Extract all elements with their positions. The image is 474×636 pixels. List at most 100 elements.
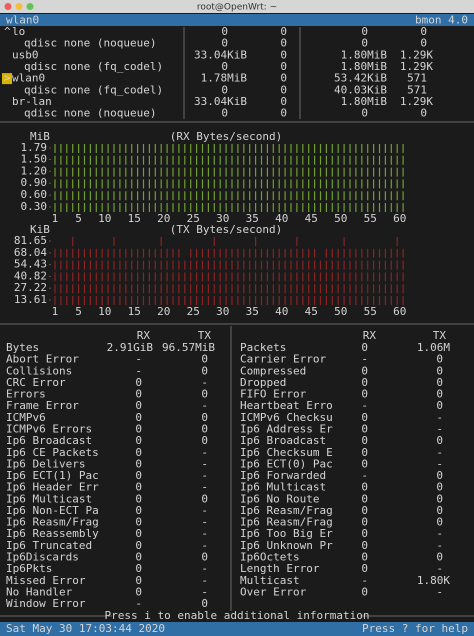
stat-label: Ip6 Reasm/Frag xyxy=(240,504,333,517)
stat-tx: 0 xyxy=(436,353,443,366)
x-tick-label: 15 xyxy=(128,305,141,318)
stat-tx: - xyxy=(201,574,208,587)
interface-name: qdisc none (noqueue) xyxy=(24,37,156,50)
rx-packets: 0 xyxy=(280,25,287,38)
stat-tx: 0 xyxy=(436,551,443,564)
stat-rx: 0 xyxy=(361,539,368,552)
stat-label: Ip6 Truncated xyxy=(6,539,92,552)
interface-name: br-lan xyxy=(12,95,52,108)
stat-rx: 2.91GiB xyxy=(107,341,154,354)
stat-tx: - xyxy=(201,562,208,575)
stat-label: FIFO Error xyxy=(240,388,307,401)
x-tick-label: 25 xyxy=(187,305,200,318)
rx-packets: 0 xyxy=(280,83,287,96)
stat-rx: - xyxy=(135,364,142,377)
column-header: RX xyxy=(363,329,377,342)
y-tick-label: 81.65 xyxy=(14,234,47,247)
stat-label: Carrier Error xyxy=(240,353,326,366)
selection-marker-bg xyxy=(2,73,12,85)
stat-rx: 0 xyxy=(361,388,368,401)
y-tick-label: 68.04 xyxy=(14,246,47,259)
stat-rx: 0 xyxy=(135,457,142,470)
x-tick-label: 30 xyxy=(216,212,229,225)
tx-packets: 571 xyxy=(407,83,427,96)
y-tick-label: 0.60 xyxy=(21,188,48,201)
stat-tx: 0 xyxy=(436,364,443,377)
close-button[interactable] xyxy=(4,3,12,10)
stat-tx: - xyxy=(201,516,208,529)
stat-rx: 0 xyxy=(135,388,142,401)
stat-rx: 0 xyxy=(135,492,142,505)
y-tick-label: 1.20 xyxy=(21,164,48,177)
zoom-button[interactable] xyxy=(26,3,34,10)
stat-rx: 0 xyxy=(361,504,368,517)
stat-label: Over Error xyxy=(240,585,307,598)
stat-rx: 0 xyxy=(361,364,368,377)
header-interface: wlan0 xyxy=(6,14,39,27)
x-tick-label: 25 xyxy=(187,212,200,225)
stat-label: No Handler xyxy=(6,585,73,598)
stat-label: Ip6 Broadcast xyxy=(6,434,92,447)
stat-label: Length Error xyxy=(240,562,320,575)
stat-rx: 0 xyxy=(135,562,142,575)
x-tick-label: 5 xyxy=(75,305,82,318)
stat-rx: - xyxy=(135,353,142,366)
stat-label: Ip6 Reassembly xyxy=(6,527,99,540)
tx-bytes: 0 xyxy=(361,107,368,120)
rx-bytes: 0 xyxy=(221,107,228,120)
row-marker: > xyxy=(4,72,11,85)
stat-label: Abort Error xyxy=(6,353,79,366)
footer-bar xyxy=(0,622,474,636)
stat-rx: 0 xyxy=(361,411,368,424)
stat-label: Ip6Discards xyxy=(6,551,79,564)
y-tick-label: 0.30 xyxy=(21,200,48,213)
stat-label: Ip6 Non-ECT Pa xyxy=(6,504,99,517)
rx-bytes: 0 xyxy=(221,60,228,73)
stat-rx: - xyxy=(361,353,368,366)
stat-rx: 0 xyxy=(135,504,142,517)
stat-rx: - xyxy=(361,574,368,587)
stat-label: ICMPv6 xyxy=(6,411,46,424)
stat-rx: 0 xyxy=(361,527,368,540)
stat-rx: - xyxy=(361,469,368,482)
stat-label: Errors xyxy=(6,388,46,401)
y-tick-label: 0.90 xyxy=(21,176,48,189)
window-title: root@OpenWrt: ~ xyxy=(197,3,277,13)
stat-label: Ip6 Forwarded xyxy=(240,469,326,482)
stat-label: Ip6 CE Packets xyxy=(6,446,99,459)
stat-rx: 0 xyxy=(361,422,368,435)
window-bar xyxy=(0,0,474,13)
stat-tx: 0 xyxy=(201,388,208,401)
interface-name: wlan0 xyxy=(12,72,45,85)
stat-rx: 0 xyxy=(361,516,368,529)
stat-label: Window Error xyxy=(6,597,86,610)
interface-name: qdisc none (fq_codel) xyxy=(24,83,163,96)
x-tick-label: 30 xyxy=(216,305,229,318)
status-hint: Press i to enable additional information xyxy=(105,609,370,622)
tx-packets: 0 xyxy=(420,107,427,120)
y-tick-label: 1.79 xyxy=(21,141,48,154)
stat-tx: 0 xyxy=(201,353,208,366)
x-tick-label: 1 xyxy=(52,305,59,318)
stat-rx: 0 xyxy=(135,481,142,494)
stat-tx: 0 xyxy=(436,399,443,412)
tx-bytes: 53.42KiB xyxy=(334,72,387,85)
stat-tx: - xyxy=(201,446,208,459)
stat-tx: 0 xyxy=(436,376,443,389)
tx-packets: 0 xyxy=(420,25,427,38)
x-tick-label: 45 xyxy=(305,212,318,225)
stat-rx: 0 xyxy=(361,551,368,564)
stat-tx: - xyxy=(201,376,208,389)
x-tick-label: 45 xyxy=(305,305,318,318)
rx-bytes: 1.78MiB xyxy=(201,72,248,85)
stat-tx: - xyxy=(436,527,443,540)
tx-packets: 0 xyxy=(420,37,427,50)
stat-tx: 0 xyxy=(201,422,208,435)
stat-label: Missed Error xyxy=(6,574,86,587)
stat-label: ICMPv6 Errors xyxy=(6,422,92,435)
x-tick-label: 60 xyxy=(393,305,406,318)
stat-label: Ip6 Too Big Er xyxy=(240,527,333,540)
minimize-button[interactable] xyxy=(15,3,23,10)
x-tick-label: 40 xyxy=(275,212,288,225)
stat-label: Ip6 No Route xyxy=(240,492,319,505)
